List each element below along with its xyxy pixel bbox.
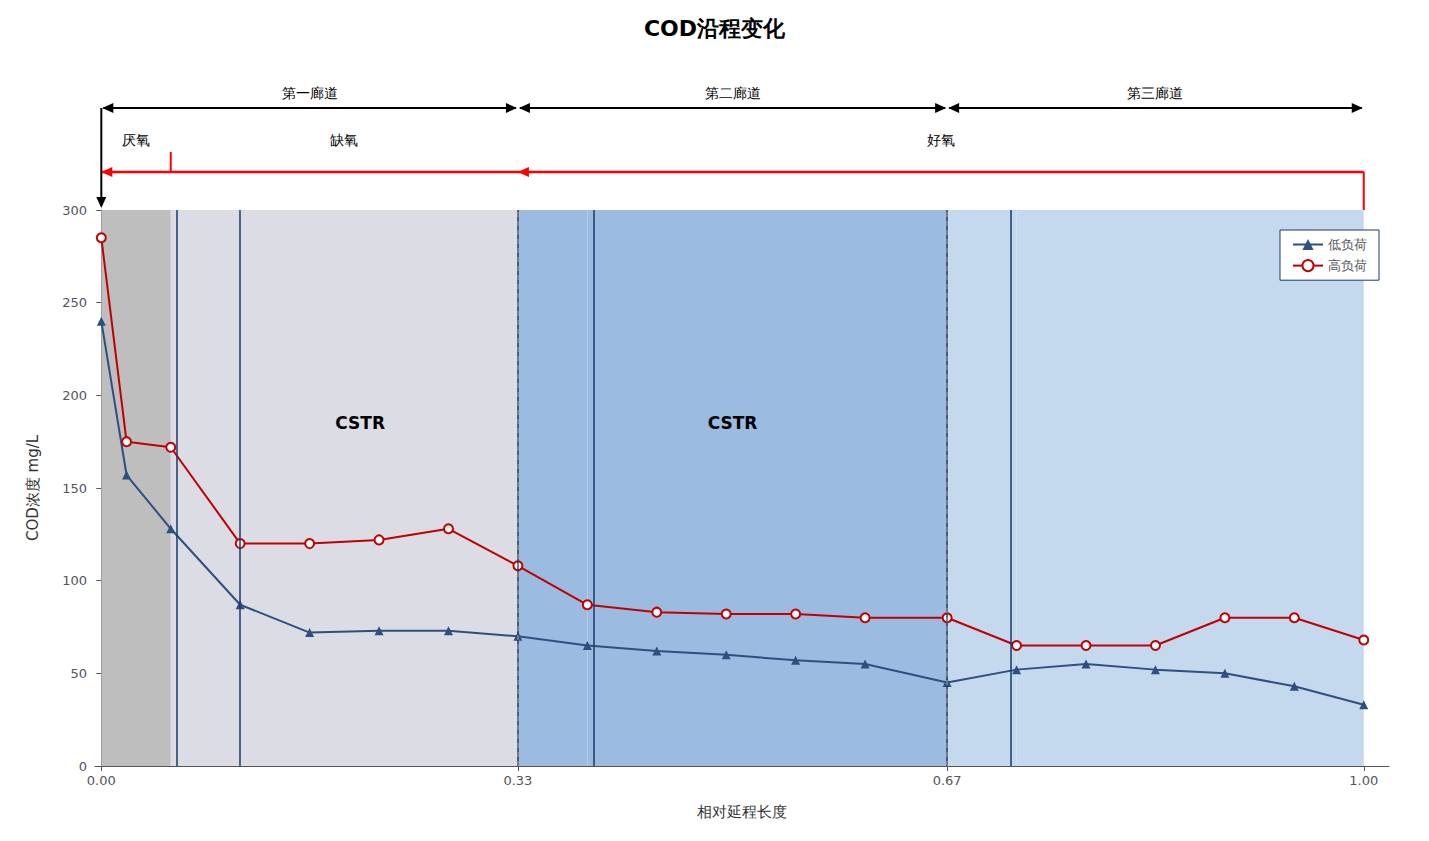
svg-text:0: 0 (79, 759, 87, 774)
svg-text:第三廊道: 第三廊道 (1127, 85, 1183, 101)
svg-text:100: 100 (62, 573, 87, 588)
svg-text:第二廊道: 第二廊道 (705, 85, 761, 101)
svg-text:高负荷: 高负荷 (1328, 258, 1367, 273)
svg-text:0.33: 0.33 (503, 773, 532, 788)
svg-text:CSTR: CSTR (708, 413, 758, 433)
svg-text:150: 150 (62, 481, 87, 496)
svg-text:300: 300 (62, 203, 87, 218)
svg-text:COD沿程变化: COD沿程变化 (644, 16, 786, 41)
svg-text:200: 200 (62, 388, 87, 403)
svg-text:相对延程长度: 相对延程长度 (697, 803, 787, 821)
svg-text:缺氧: 缺氧 (330, 132, 358, 148)
svg-text:0.00: 0.00 (87, 773, 116, 788)
svg-text:低负荷: 低负荷 (1328, 237, 1367, 252)
svg-text:1.00: 1.00 (1349, 773, 1378, 788)
svg-text:50: 50 (70, 666, 87, 681)
svg-text:好氧: 好氧 (927, 132, 955, 148)
svg-text:0.67: 0.67 (933, 773, 962, 788)
svg-text:厌氧: 厌氧 (122, 132, 150, 148)
svg-text:第一廊道: 第一廊道 (282, 85, 338, 101)
svg-text:250: 250 (62, 295, 87, 310)
svg-text:COD浓度 mg/L: COD浓度 mg/L (24, 434, 42, 541)
svg-text:CSTR: CSTR (335, 413, 385, 433)
